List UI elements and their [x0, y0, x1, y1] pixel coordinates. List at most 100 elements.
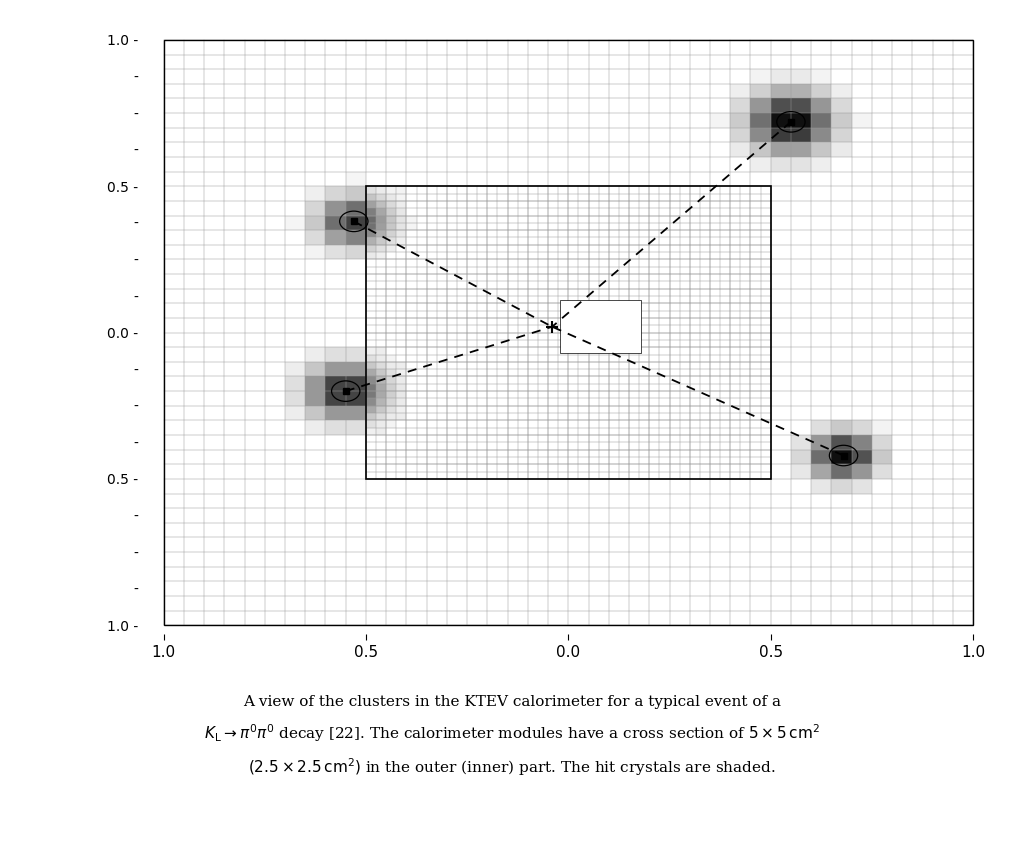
Bar	[852, 464, 871, 479]
Bar	[791, 142, 811, 157]
Bar	[396, 369, 407, 376]
Bar	[285, 392, 305, 406]
Bar	[386, 216, 396, 223]
Bar	[346, 392, 366, 406]
Bar	[366, 186, 771, 479]
Bar	[730, 113, 751, 128]
Bar	[831, 464, 852, 479]
Bar	[791, 113, 811, 128]
Bar	[386, 384, 396, 392]
Bar	[730, 84, 751, 99]
Bar	[386, 362, 396, 369]
Bar	[366, 237, 376, 245]
Bar	[376, 398, 386, 406]
Bar	[346, 420, 366, 435]
Bar	[285, 406, 305, 420]
Bar	[366, 369, 376, 376]
Bar	[366, 252, 376, 259]
Bar	[346, 347, 366, 362]
Bar	[285, 216, 305, 230]
Bar	[366, 420, 386, 435]
Bar	[386, 201, 407, 216]
Bar	[386, 186, 407, 201]
Bar	[285, 376, 305, 392]
Bar	[366, 398, 376, 406]
Bar	[386, 406, 396, 413]
Bar	[831, 113, 852, 128]
Bar	[386, 354, 396, 362]
Bar	[376, 216, 386, 223]
Bar	[791, 99, 811, 113]
Bar	[346, 245, 366, 259]
Bar	[771, 69, 791, 84]
Bar	[386, 237, 396, 245]
Bar	[305, 186, 326, 201]
Bar	[396, 398, 407, 406]
Bar	[791, 84, 811, 99]
Bar	[326, 392, 346, 406]
Bar	[831, 450, 852, 464]
Bar	[396, 194, 407, 201]
Bar	[386, 362, 407, 376]
Bar	[376, 354, 386, 362]
Bar	[366, 406, 386, 420]
Bar	[831, 420, 852, 435]
Bar	[376, 369, 386, 376]
Bar	[366, 392, 386, 406]
Bar	[771, 128, 791, 142]
Bar	[376, 406, 386, 413]
Bar	[376, 237, 386, 245]
Bar	[811, 69, 831, 84]
Bar	[831, 479, 852, 493]
Bar	[871, 435, 892, 450]
Bar	[376, 362, 386, 369]
Bar	[771, 84, 791, 99]
Bar	[831, 128, 852, 142]
Bar	[871, 464, 892, 479]
Bar	[285, 362, 305, 376]
Bar	[366, 230, 376, 237]
Bar	[730, 99, 751, 113]
Bar	[396, 392, 407, 398]
Bar	[396, 376, 407, 384]
Bar	[366, 201, 386, 216]
Bar	[305, 362, 326, 376]
Bar	[811, 84, 831, 99]
Bar	[396, 237, 407, 245]
Bar	[386, 194, 396, 201]
Bar	[386, 230, 407, 245]
Bar	[386, 208, 396, 216]
Bar	[751, 128, 771, 142]
Bar	[386, 413, 396, 420]
Bar	[366, 216, 376, 223]
Bar	[751, 84, 771, 99]
Bar	[366, 208, 376, 216]
Bar	[366, 420, 376, 428]
Bar	[771, 113, 791, 128]
Bar	[791, 69, 811, 84]
Bar	[407, 223, 417, 230]
Bar	[346, 201, 366, 216]
Bar	[751, 99, 771, 113]
Bar	[751, 157, 771, 172]
Bar	[366, 347, 386, 362]
Bar	[366, 230, 386, 245]
Bar	[396, 230, 407, 237]
Bar	[831, 435, 852, 450]
Bar	[346, 376, 366, 392]
Bar	[852, 113, 871, 128]
Bar	[852, 435, 871, 450]
Bar	[396, 201, 407, 208]
Bar	[751, 113, 771, 128]
Bar	[366, 245, 386, 259]
Bar	[560, 301, 641, 353]
Bar	[305, 420, 326, 435]
Bar	[386, 398, 396, 406]
Bar	[326, 230, 346, 245]
Bar	[366, 186, 386, 201]
Bar	[326, 406, 346, 420]
Bar	[376, 384, 386, 392]
Bar	[366, 376, 386, 392]
Bar	[366, 194, 376, 201]
Bar	[396, 208, 407, 216]
